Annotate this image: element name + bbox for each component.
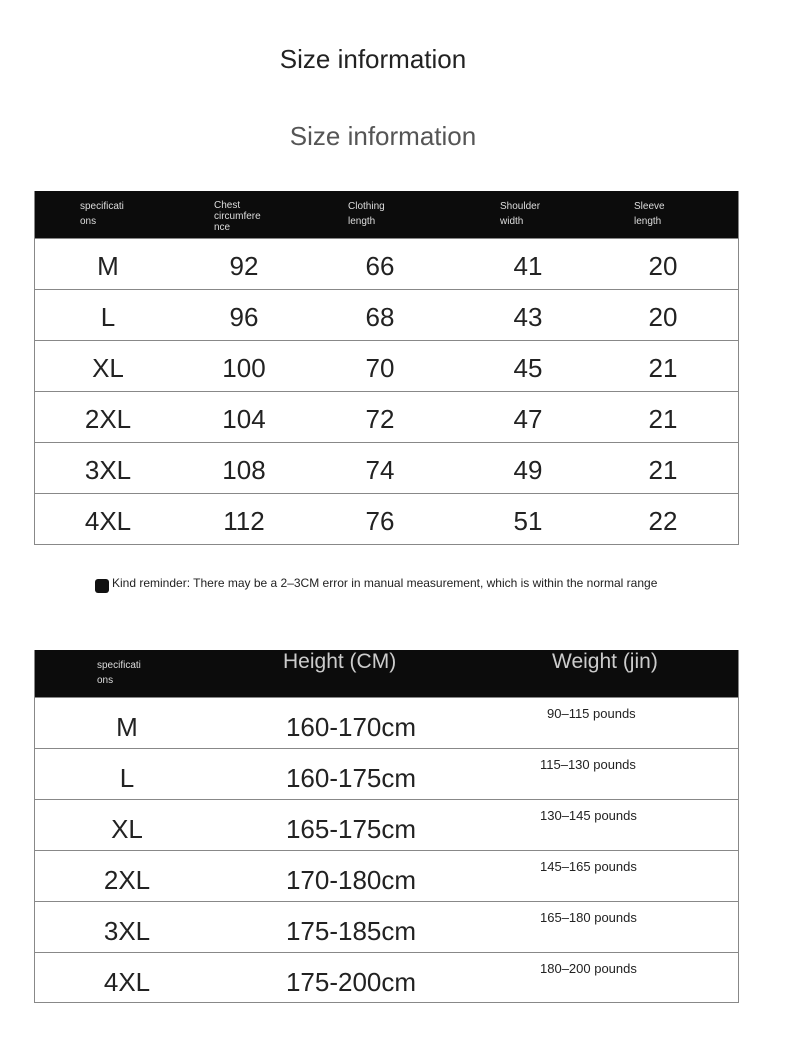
table-row: M 92 66 41 20 xyxy=(35,238,738,289)
table-cell: 49 xyxy=(513,455,543,485)
header-cell: specificati ons xyxy=(80,201,124,227)
table-cell: 66 xyxy=(365,251,395,281)
table-cell: 70 xyxy=(365,353,395,383)
reminder-text: Kind reminder: There may be a 2–3CM erro… xyxy=(112,576,658,590)
table-row: 4XL 175-200cm 180–200 pounds xyxy=(35,952,738,1002)
table-cell: 74 xyxy=(365,455,395,485)
table-cell: 112 xyxy=(223,506,265,536)
table-row: 4XL 112 76 51 22 xyxy=(35,493,738,544)
table-cell: XL xyxy=(111,814,143,844)
table-row: 2XL 170-180cm 145–165 pounds xyxy=(35,850,738,901)
table-cell: 130–145 pounds xyxy=(540,808,637,823)
table-cell: 20 xyxy=(648,302,678,332)
table-cell: 47 xyxy=(513,404,543,434)
table-cell: 43 xyxy=(513,302,543,332)
header-cell: Height (CM) xyxy=(283,650,397,673)
table-row: XL 165-175cm 130–145 pounds xyxy=(35,799,738,850)
header-cell: Weight (jin) xyxy=(552,650,658,673)
table-cell: 175-185cm xyxy=(285,916,417,946)
table-header: specificati ons Height (CM) Weight (jin) xyxy=(35,650,738,697)
table-cell: 21 xyxy=(648,455,678,485)
table-cell: 45 xyxy=(513,353,543,383)
table-cell: 165–180 pounds xyxy=(540,910,637,925)
table-cell: 175-200cm xyxy=(285,967,417,997)
header-cell: Shoulder width xyxy=(500,201,541,227)
table-cell: 92 xyxy=(229,251,259,281)
table-cell: 2XL xyxy=(103,865,151,895)
table-cell: 68 xyxy=(365,302,395,332)
table-row: 3XL 108 74 49 21 xyxy=(35,442,738,493)
table-cell: 115–130 pounds xyxy=(540,757,636,772)
table-cell: 180–200 pounds xyxy=(540,961,637,976)
table-cell: 96 xyxy=(229,302,259,332)
table-cell: 3XL xyxy=(103,916,151,946)
table-cell: 41 xyxy=(513,251,543,281)
height-weight-table: specificati ons Height (CM) Weight (jin) M… xyxy=(34,650,739,1003)
size-table: specificati ons Chest circumfere nce Cloth… xyxy=(34,191,739,545)
table-cell: XL xyxy=(92,353,124,383)
table-cell: 21 xyxy=(648,353,678,383)
header-cell: Sleeve length xyxy=(634,201,665,227)
table-cell: 4XL xyxy=(84,506,132,536)
table-cell: 76 xyxy=(365,506,395,536)
table-row: L 96 68 43 20 xyxy=(35,289,738,340)
table-cell: 20 xyxy=(648,251,678,281)
table-cell: 4XL xyxy=(103,967,151,997)
table-header: specificati ons Chest circumfere nce Cloth… xyxy=(35,191,738,238)
table-cell: 72 xyxy=(365,404,395,434)
table-cell: L xyxy=(100,302,116,332)
table-cell: 160-170cm xyxy=(285,712,417,742)
table-cell: 90–115 pounds xyxy=(547,706,636,721)
bullet-icon xyxy=(95,579,109,593)
table-cell: M xyxy=(116,712,138,742)
table-cell: 160-175cm xyxy=(285,763,417,793)
header-cell: specificati ons xyxy=(97,660,141,686)
table-cell: 165-175cm xyxy=(285,814,417,844)
reminder-note: Kind reminder: There may be a 2–3CM erro… xyxy=(95,576,657,593)
table-row: M 160-170cm 90–115 pounds xyxy=(35,697,738,748)
table-cell: L xyxy=(119,763,135,793)
table-cell: 2XL xyxy=(84,404,132,434)
table-cell: M xyxy=(97,251,119,281)
table-cell: 100 xyxy=(222,353,266,383)
page-title: Size information xyxy=(279,44,467,74)
table-cell: 104 xyxy=(222,404,266,434)
table-row: 2XL 104 72 47 21 xyxy=(35,391,738,442)
header-cell: Clothing length xyxy=(348,201,385,227)
page-subtitle: Size information xyxy=(289,121,477,151)
table-row: 3XL 175-185cm 165–180 pounds xyxy=(35,901,738,952)
table-cell: 108 xyxy=(222,455,266,485)
table-cell: 170-180cm xyxy=(285,865,417,895)
table-cell: 21 xyxy=(648,404,678,434)
table-cell: 3XL xyxy=(84,455,132,485)
table-cell: 145–165 pounds xyxy=(540,859,637,874)
table-row: L 160-175cm 115–130 pounds xyxy=(35,748,738,799)
table-row: XL 100 70 45 21 xyxy=(35,340,738,391)
table-cell: 22 xyxy=(648,506,678,536)
table-cell: 51 xyxy=(513,506,543,536)
header-cell: Chest circumfere nce xyxy=(214,200,261,233)
